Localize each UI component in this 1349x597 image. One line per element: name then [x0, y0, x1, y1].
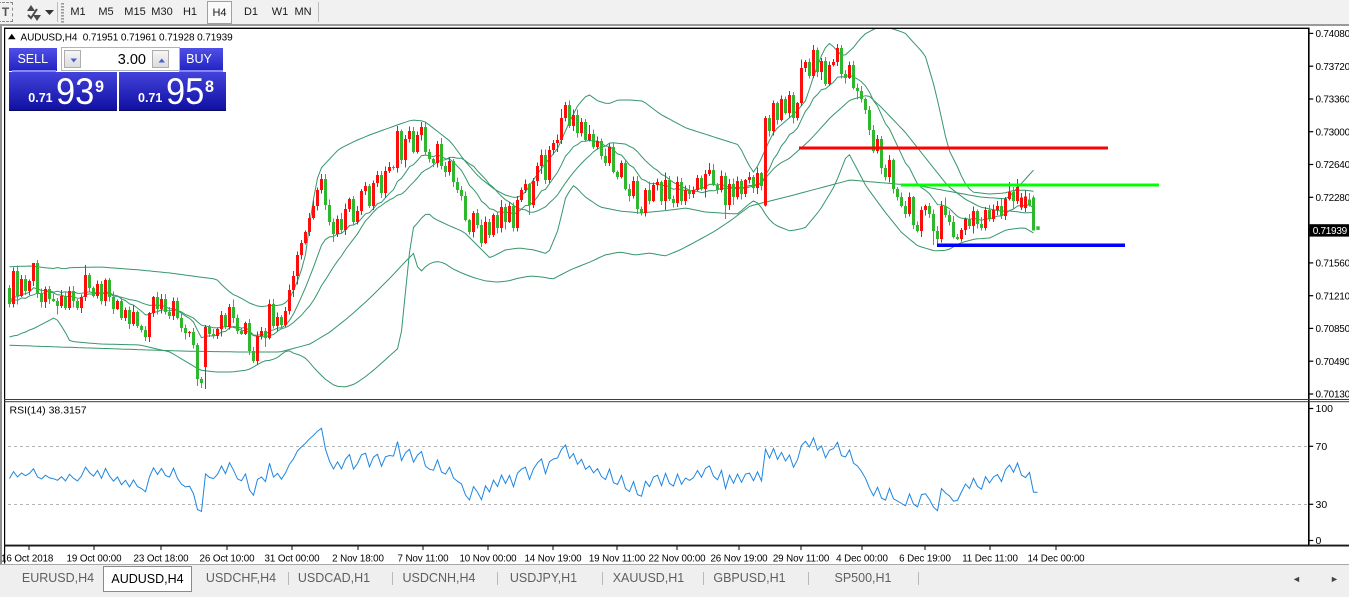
svg-text:30: 30	[1316, 499, 1328, 511]
svg-text:11 Dec 11:00: 11 Dec 11:00	[962, 554, 1018, 565]
svg-text:100: 100	[1316, 403, 1334, 415]
svg-text:6 Dec 19:00: 6 Dec 19:00	[899, 554, 951, 565]
svg-text:AUDUSD,H4 0.71951 0.71961 0.7: AUDUSD,H4 0.71951 0.71961 0.71928 0.7193…	[21, 32, 234, 43]
svg-text:29 Nov 11:00: 29 Nov 11:00	[773, 554, 830, 565]
svg-text:2 Nov 18:00: 2 Nov 18:00	[332, 554, 384, 565]
svg-text:0.71210: 0.71210	[1316, 291, 1349, 302]
svg-text:RSI(14) 38.3157: RSI(14) 38.3157	[10, 405, 87, 417]
svg-text:26 Oct 10:00: 26 Oct 10:00	[200, 554, 256, 565]
svg-text:14 Dec 00:00: 14 Dec 00:00	[1027, 554, 1085, 565]
svg-text:0.72640: 0.72640	[1316, 160, 1349, 171]
svg-text:19 Nov 11:00: 19 Nov 11:00	[589, 554, 646, 565]
svg-text:0.71560: 0.71560	[1316, 258, 1349, 269]
svg-text:10 Nov 00:00: 10 Nov 00:00	[459, 554, 517, 565]
svg-text:0.74080: 0.74080	[1316, 29, 1349, 40]
svg-text:70: 70	[1316, 441, 1328, 453]
svg-text:14 Nov 19:00: 14 Nov 19:00	[524, 554, 582, 565]
svg-text:0.70130: 0.70130	[1316, 390, 1349, 401]
svg-text:31 Oct 00:00: 31 Oct 00:00	[265, 554, 321, 565]
svg-text:4 Dec 00:00: 4 Dec 00:00	[836, 554, 888, 565]
svg-text:7 Nov 11:00: 7 Nov 11:00	[397, 554, 449, 565]
svg-text:16 Oct 2018: 16 Oct 2018	[1, 554, 54, 565]
svg-text:0: 0	[1316, 535, 1322, 547]
svg-text:0.72280: 0.72280	[1316, 193, 1349, 204]
svg-text:0.73000: 0.73000	[1316, 127, 1349, 138]
svg-text:0.70850: 0.70850	[1316, 324, 1349, 335]
svg-text:0.70490: 0.70490	[1316, 357, 1349, 368]
svg-text:26 Nov 19:00: 26 Nov 19:00	[710, 554, 768, 565]
svg-text:0.73360: 0.73360	[1316, 95, 1349, 106]
svg-text:22 Nov 00:00: 22 Nov 00:00	[648, 554, 706, 565]
svg-text:0.71939: 0.71939	[1313, 226, 1348, 237]
svg-text:23 Oct 18:00: 23 Oct 18:00	[134, 554, 190, 565]
svg-text:0.73720: 0.73720	[1316, 62, 1349, 73]
svg-text:19 Oct 00:00: 19 Oct 00:00	[67, 554, 123, 565]
